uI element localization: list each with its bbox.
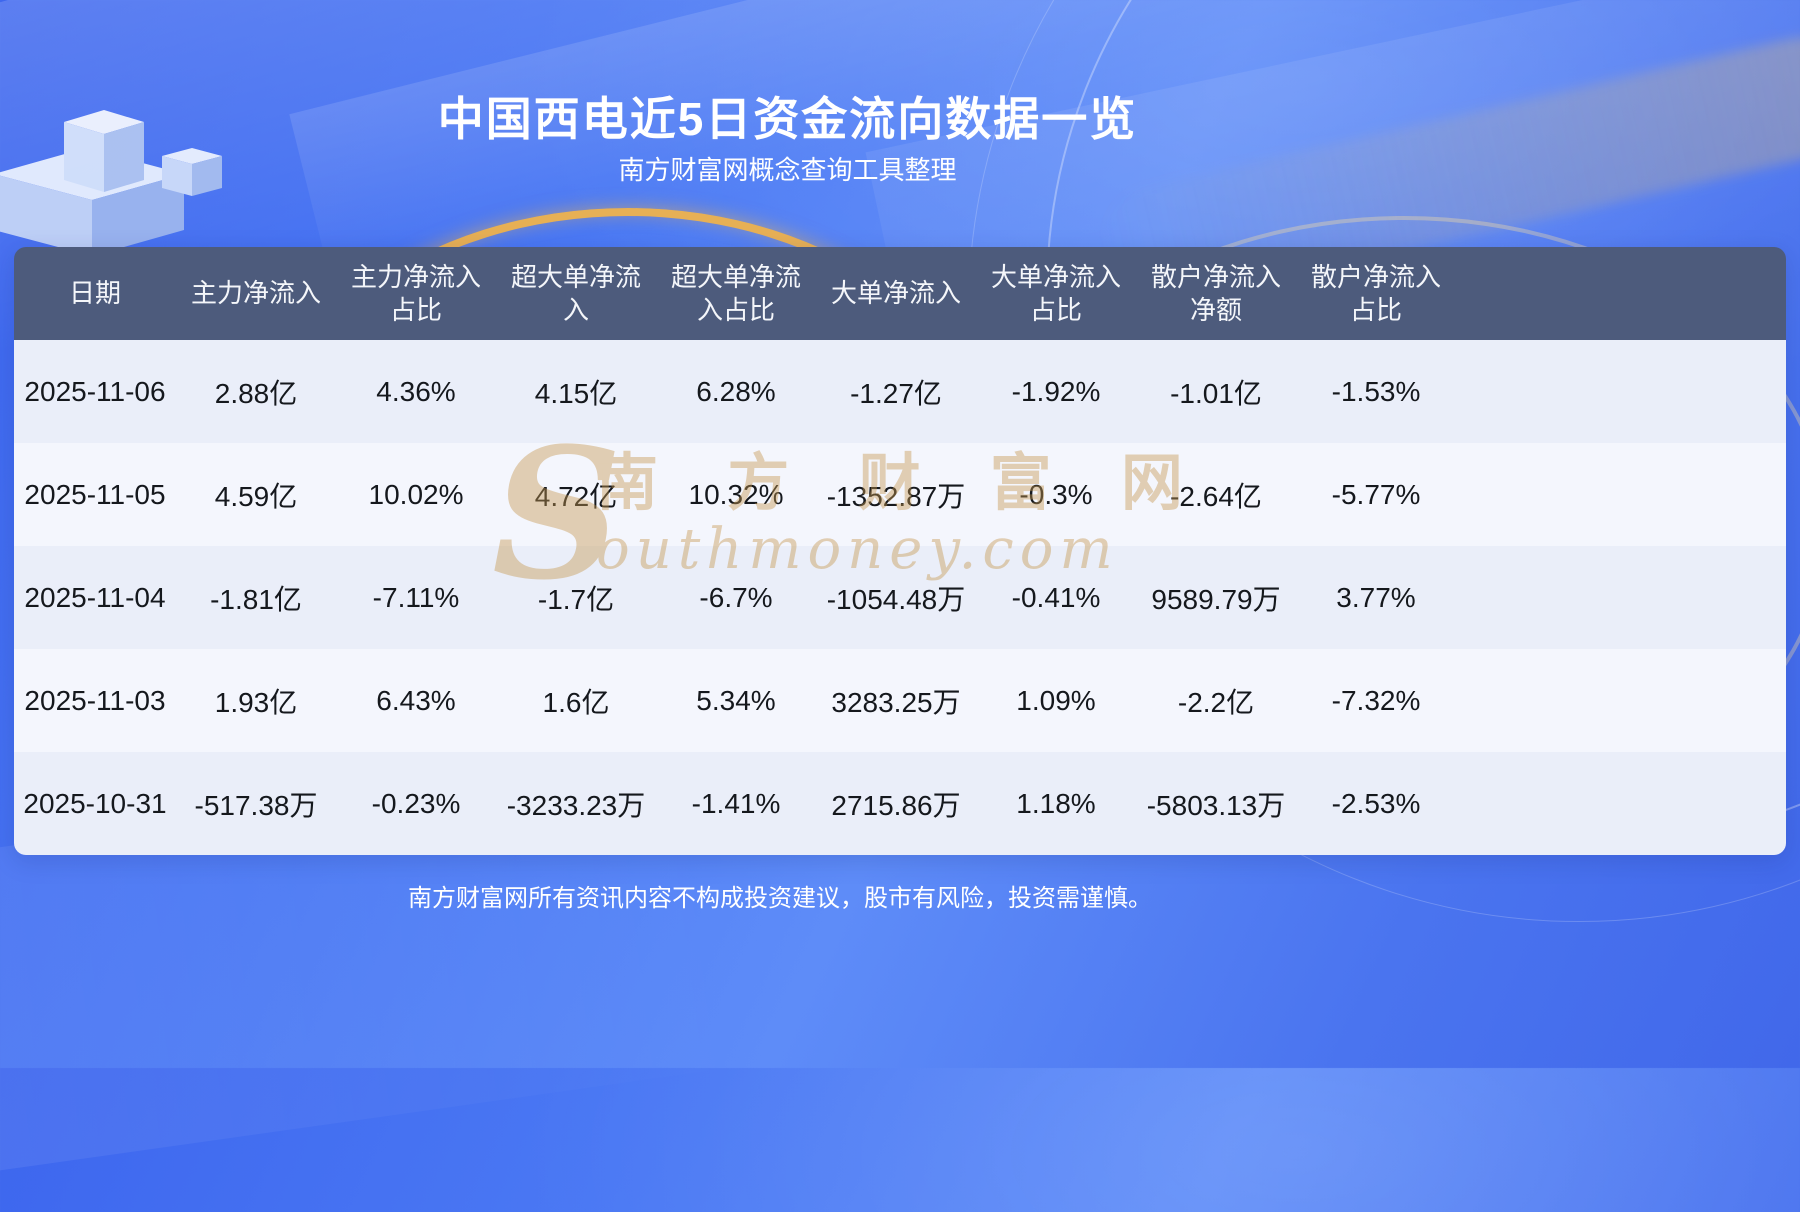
- value-cell: 4.15亿: [496, 340, 656, 443]
- value-cell: 2715.86万: [816, 752, 976, 855]
- value-cell: -1.53%: [1296, 340, 1456, 443]
- page-subtitle: 南方财富网概念查询工具整理: [618, 155, 957, 185]
- column-header: 散户净流入净额: [1136, 247, 1296, 340]
- column-header: 日期: [14, 247, 176, 340]
- date-cell: 2025-11-06: [14, 340, 176, 443]
- value-cell: 1.18%: [976, 752, 1136, 855]
- value-cell: -5803.13万: [1136, 752, 1296, 855]
- value-cell: -5.77%: [1296, 443, 1456, 546]
- table-row: 2025-11-04 -1.81亿 -7.11% -1.7亿 -6.7% -1054.48…: [14, 546, 1786, 649]
- value-cell: -0.23%: [336, 752, 496, 855]
- date-cell: 2025-10-31: [14, 752, 176, 855]
- value-cell: -2.53%: [1296, 752, 1456, 855]
- value-cell: 1.09%: [976, 649, 1136, 752]
- value-cell: -1.41%: [656, 752, 816, 855]
- value-cell: -7.32%: [1296, 649, 1456, 752]
- fund-flow-table-grid: 日期 主力净流入 主力净流入占比 超大单净流入 超大单净流入占比 大单净流入 大单净流入占比…: [14, 247, 1786, 855]
- page-title: 中国西电近5日资金流向数据一览: [437, 92, 1138, 145]
- table-row: 2025-11-03 1.93亿 6.43% 1.6亿 5.34% 3283.25万 1.0…: [14, 649, 1786, 752]
- filler-cell: [1456, 546, 1786, 649]
- value-cell: 5.34%: [656, 649, 816, 752]
- value-cell: 9589.79万: [1136, 546, 1296, 649]
- value-cell: 1.93亿: [176, 649, 336, 752]
- value-cell: -6.7%: [656, 546, 816, 649]
- value-cell: 10.02%: [336, 443, 496, 546]
- value-cell: -7.11%: [336, 546, 496, 649]
- fund-flow-table: 日期 主力净流入 主力净流入占比 超大单净流入 超大单净流入占比 大单净流入 大单净流入占比…: [14, 247, 1786, 855]
- value-cell: -0.3%: [976, 443, 1136, 546]
- value-cell: -1.27亿: [816, 340, 976, 443]
- value-cell: 4.59亿: [176, 443, 336, 546]
- value-cell: -1.01亿: [1136, 340, 1296, 443]
- value-cell: 4.72亿: [496, 443, 656, 546]
- value-cell: 2.88亿: [176, 340, 336, 443]
- value-cell: -0.41%: [976, 546, 1136, 649]
- filler-cell: [1456, 752, 1786, 855]
- column-header: 散户净流入占比: [1296, 247, 1456, 340]
- value-cell: -2.2亿: [1136, 649, 1296, 752]
- value-cell: -2.64亿: [1136, 443, 1296, 546]
- value-cell: -1.92%: [976, 340, 1136, 443]
- disclaimer-text: 南方财富网所有资讯内容不构成投资建议，股市有风险，投资需谨慎。: [408, 885, 1152, 912]
- column-header: 大单净流入占比: [976, 247, 1136, 340]
- value-cell: 1.6亿: [496, 649, 656, 752]
- value-cell: 4.36%: [336, 340, 496, 443]
- value-cell: 6.28%: [656, 340, 816, 443]
- value-cell: -3233.23万: [496, 752, 656, 855]
- value-cell: 10.32%: [656, 443, 816, 546]
- column-header: 主力净流入占比: [336, 247, 496, 340]
- value-cell: 3.77%: [1296, 546, 1456, 649]
- value-cell: -517.38万: [176, 752, 336, 855]
- date-cell: 2025-11-03: [14, 649, 176, 752]
- value-cell: -1.81亿: [176, 546, 336, 649]
- column-header: 主力净流入: [176, 247, 336, 340]
- date-cell: 2025-11-04: [14, 546, 176, 649]
- date-cell: 2025-11-05: [14, 443, 176, 546]
- table-row: 2025-11-06 2.88亿 4.36% 4.15亿 6.28% -1.27亿 -1.9…: [14, 340, 1786, 443]
- value-cell: 3283.25万: [816, 649, 976, 752]
- table-row: 2025-10-31 -517.38万 -0.23% -3233.23万 -1.41% 2…: [14, 752, 1786, 855]
- value-cell: -1352.87万: [816, 443, 976, 546]
- column-header: 大单净流入: [816, 247, 976, 340]
- filler-cell: [1456, 649, 1786, 752]
- column-header: 超大单净流入: [496, 247, 656, 340]
- value-cell: -1054.48万: [816, 546, 976, 649]
- column-header-filler: [1456, 247, 1786, 340]
- table-row: 2025-11-05 4.59亿 10.02% 4.72亿 10.32% -1352.87…: [14, 443, 1786, 546]
- filler-cell: [1456, 340, 1786, 443]
- table-header-row: 日期 主力净流入 主力净流入占比 超大单净流入 超大单净流入占比 大单净流入 大单净流入占比…: [14, 247, 1786, 340]
- value-cell: -1.7亿: [496, 546, 656, 649]
- filler-cell: [1456, 443, 1786, 546]
- value-cell: 6.43%: [336, 649, 496, 752]
- column-header: 超大单净流入占比: [656, 247, 816, 340]
- table-body: 2025-11-06 2.88亿 4.36% 4.15亿 6.28% -1.27亿 -1.9…: [14, 340, 1786, 855]
